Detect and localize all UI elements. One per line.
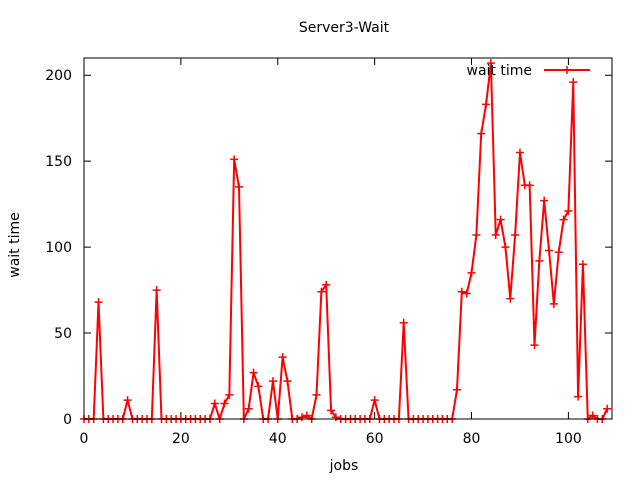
data-point	[268, 377, 277, 386]
data-point	[540, 196, 549, 205]
data-point	[327, 406, 336, 415]
data-point	[225, 390, 234, 399]
data-point	[491, 231, 500, 240]
chart-title: Server3-Wait	[299, 20, 390, 36]
data-point	[472, 231, 481, 240]
y-tick-label: 150	[45, 154, 72, 170]
data-point	[530, 341, 539, 350]
data-point	[569, 78, 578, 87]
data-point	[535, 256, 544, 265]
x-axis-label: jobs	[329, 458, 359, 474]
data-point	[506, 294, 515, 303]
data-point	[525, 181, 534, 190]
data-point	[477, 129, 486, 138]
data-point	[564, 207, 573, 215]
legend: wait time	[467, 63, 590, 79]
data-point	[235, 182, 244, 191]
x-tick-label: 20	[172, 431, 190, 447]
data-point	[457, 287, 466, 296]
data-point	[152, 286, 161, 295]
y-axis-label: wait time	[7, 212, 23, 278]
data-point	[249, 368, 258, 377]
data-point	[574, 392, 583, 401]
y-tick-label: 50	[54, 326, 72, 342]
data-point	[511, 231, 520, 240]
data-point	[220, 399, 229, 408]
data-point	[482, 100, 491, 109]
y-tick-label: 200	[45, 68, 72, 84]
data-point	[317, 287, 326, 296]
data-point	[603, 404, 612, 413]
plot-frame	[83, 57, 613, 420]
legend-label: wait time	[467, 63, 533, 79]
data-point	[578, 260, 587, 269]
series-layer	[80, 59, 612, 423]
legend-marker	[563, 66, 571, 74]
y-axis-ticks: 0 50 100 150 200	[45, 68, 612, 428]
data-point	[123, 396, 132, 405]
x-tick-label: 0	[80, 431, 89, 447]
data-point	[549, 299, 558, 308]
data-point	[462, 289, 471, 298]
x-tick-label: 40	[269, 431, 287, 447]
x-tick-label: 60	[366, 431, 384, 447]
data-point	[94, 298, 103, 307]
data-point	[501, 243, 510, 252]
x-tick-label: 80	[463, 431, 481, 447]
data-point	[297, 413, 306, 422]
data-point	[486, 59, 495, 68]
x-tick-label: 100	[555, 431, 582, 447]
data-point	[331, 413, 340, 422]
data-point	[210, 399, 219, 408]
data-point	[254, 382, 263, 391]
data-point	[452, 385, 461, 394]
series-line	[84, 63, 609, 423]
data-point	[322, 280, 331, 289]
data-point	[230, 155, 239, 164]
data-point	[399, 318, 408, 327]
data-point	[467, 268, 476, 277]
data-point	[283, 377, 292, 386]
data-point	[496, 215, 505, 224]
data-point	[554, 248, 563, 257]
data-point	[515, 148, 524, 157]
data-point	[588, 411, 597, 420]
data-point	[545, 246, 554, 255]
data-point	[559, 215, 568, 224]
y-tick-label: 0	[63, 412, 72, 428]
data-point	[278, 353, 287, 362]
data-point	[244, 404, 253, 413]
y-tick-label: 100	[45, 240, 72, 256]
data-point	[312, 390, 321, 399]
data-point	[302, 411, 311, 420]
data-point	[370, 396, 379, 405]
